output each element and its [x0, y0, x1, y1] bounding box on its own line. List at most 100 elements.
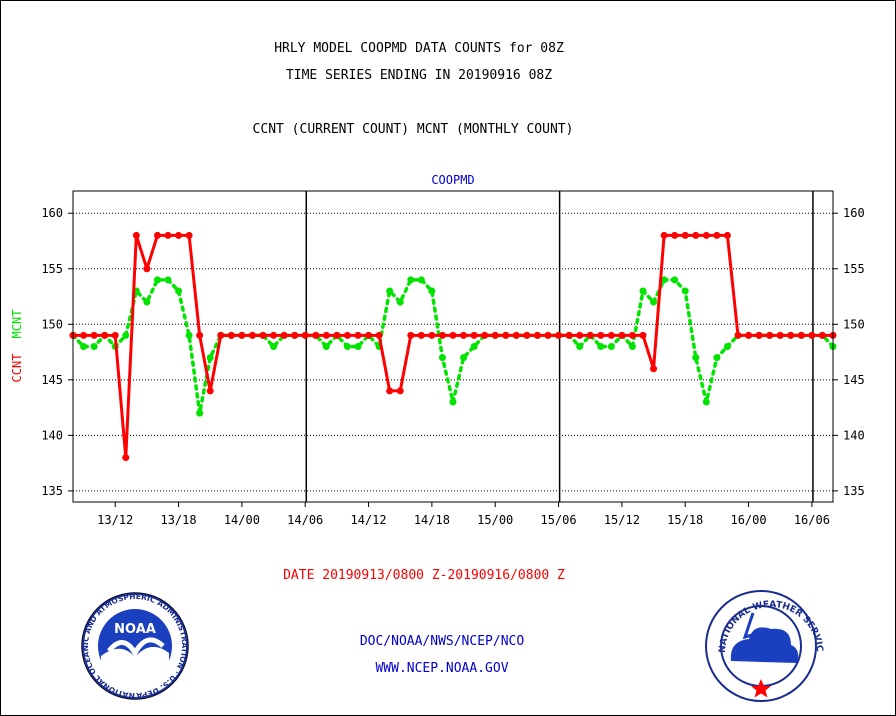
- data-point-mcnt: [438, 354, 446, 362]
- x-tick-label: 15/06: [540, 513, 576, 527]
- x-tick-label: 15/00: [477, 513, 513, 527]
- data-point-mcnt: [576, 343, 584, 350]
- y-tick-label: 135: [41, 484, 63, 498]
- chart-title-line1: HRLY MODEL COOPMD DATA COUNTS for 08Z: [274, 41, 564, 56]
- data-point-ccnt: [618, 331, 626, 339]
- data-point-mcnt: [713, 354, 721, 362]
- x-tick-label: 15/18: [667, 513, 703, 527]
- chart-title-line2: TIME SERIES ENDING IN 20190916 08Z: [286, 68, 552, 83]
- data-point-ccnt: [407, 331, 415, 339]
- org-line: DOC/NOAA/NWS/NCEP/NCO: [360, 634, 525, 649]
- data-point-ccnt: [766, 331, 774, 339]
- data-point-mcnt: [692, 354, 700, 362]
- data-point-mcnt: [681, 287, 689, 295]
- ncep-url: WWW.NCEP.NOAA.GOV: [375, 661, 508, 676]
- data-point-mcnt: [639, 287, 647, 295]
- data-point-ccnt: [365, 331, 373, 339]
- data-point-ccnt: [586, 331, 594, 339]
- data-point-ccnt: [80, 331, 88, 339]
- data-point-ccnt: [776, 331, 784, 339]
- data-point-ccnt: [301, 331, 309, 339]
- data-point-mcnt: [270, 343, 278, 350]
- data-point-ccnt: [787, 331, 795, 339]
- series-layer: [69, 231, 837, 462]
- data-point-ccnt: [386, 387, 394, 395]
- y-ticks-left: 135 140 145 150 155 160: [41, 206, 73, 498]
- y-tick-label: 140: [843, 428, 865, 442]
- data-point-mcnt: [80, 343, 88, 350]
- y-tick-label: 135: [843, 484, 865, 498]
- y-tick-label: 155: [843, 262, 865, 276]
- x-tick-label: 15/12: [604, 513, 640, 527]
- data-point-mcnt: [723, 343, 731, 350]
- data-point-ccnt: [681, 231, 689, 239]
- data-point-ccnt: [565, 331, 573, 339]
- data-point-ccnt: [702, 231, 710, 239]
- data-point-mcnt: [650, 298, 658, 306]
- x-tick-label: 16/00: [730, 513, 766, 527]
- data-point-mcnt: [386, 287, 394, 295]
- data-point-mcnt: [407, 276, 415, 284]
- data-point-mcnt: [470, 343, 478, 350]
- data-point-ccnt: [291, 331, 299, 339]
- data-point-ccnt: [502, 331, 510, 339]
- plot-title: COOPMD: [431, 173, 474, 187]
- noaa-logo-text: NOAA: [114, 622, 156, 637]
- data-point-ccnt: [111, 331, 119, 339]
- data-point-ccnt: [745, 331, 753, 339]
- data-point-ccnt: [660, 231, 668, 239]
- data-point-ccnt: [713, 231, 721, 239]
- data-point-mcnt: [607, 343, 615, 350]
- data-point-ccnt: [217, 331, 225, 339]
- data-point-ccnt: [122, 454, 130, 462]
- plot-frame: [72, 190, 834, 503]
- data-point-ccnt: [692, 231, 700, 239]
- data-point-ccnt: [607, 331, 615, 339]
- data-point-ccnt: [354, 331, 362, 339]
- data-point-ccnt: [755, 331, 763, 339]
- data-point-ccnt: [491, 331, 499, 339]
- y-ticks-right: 135 140 145 150 155 160: [833, 206, 865, 498]
- data-point-ccnt: [175, 231, 183, 239]
- data-point-mcnt: [322, 343, 330, 350]
- data-point-ccnt: [481, 331, 489, 339]
- y-tick-label: 145: [843, 373, 865, 387]
- x-tick-label: 14/06: [287, 513, 323, 527]
- data-point-mcnt: [428, 287, 436, 295]
- data-point-ccnt: [343, 331, 351, 339]
- data-point-ccnt: [808, 331, 816, 339]
- x-tick-label: 13/18: [160, 513, 196, 527]
- data-point-ccnt: [671, 231, 679, 239]
- chart-subtitle: CCNT (CURRENT COUNT) MCNT (MONTHLY COUNT…: [253, 122, 574, 137]
- data-point-mcnt: [460, 354, 468, 362]
- y-tick-label: 160: [843, 206, 865, 220]
- data-point-mcnt: [206, 354, 214, 362]
- data-point-mcnt: [449, 398, 457, 406]
- data-point-mcnt: [597, 343, 605, 350]
- x-tick-label: 16/06: [794, 513, 830, 527]
- gridlines: [73, 212, 833, 492]
- data-point-ccnt: [544, 331, 552, 339]
- date-range-label: DATE 20190913/0800 Z-20190916/0800 Z: [283, 568, 565, 583]
- data-point-ccnt: [238, 331, 246, 339]
- data-point-ccnt: [628, 331, 636, 339]
- x-ticks: 13/12 13/18 14/00 14/06 14/12 14/18 15/00 15/06…: [97, 502, 830, 527]
- data-point-ccnt: [312, 331, 320, 339]
- x-tick-label: 14/12: [350, 513, 386, 527]
- data-point-ccnt: [227, 331, 235, 339]
- data-point-mcnt: [628, 343, 636, 350]
- data-point-mcnt: [153, 276, 161, 284]
- data-point-mcnt: [164, 276, 172, 284]
- data-point-ccnt: [734, 331, 742, 339]
- y-tick-label: 145: [41, 373, 63, 387]
- data-point-ccnt: [723, 231, 731, 239]
- data-point-ccnt: [533, 331, 541, 339]
- data-point-mcnt: [175, 287, 183, 295]
- series-line-mcnt: [71, 278, 835, 415]
- data-point-ccnt: [512, 331, 520, 339]
- data-point-ccnt: [438, 331, 446, 339]
- data-point-ccnt: [449, 331, 457, 339]
- data-point-ccnt: [523, 331, 531, 339]
- data-point-ccnt: [576, 331, 584, 339]
